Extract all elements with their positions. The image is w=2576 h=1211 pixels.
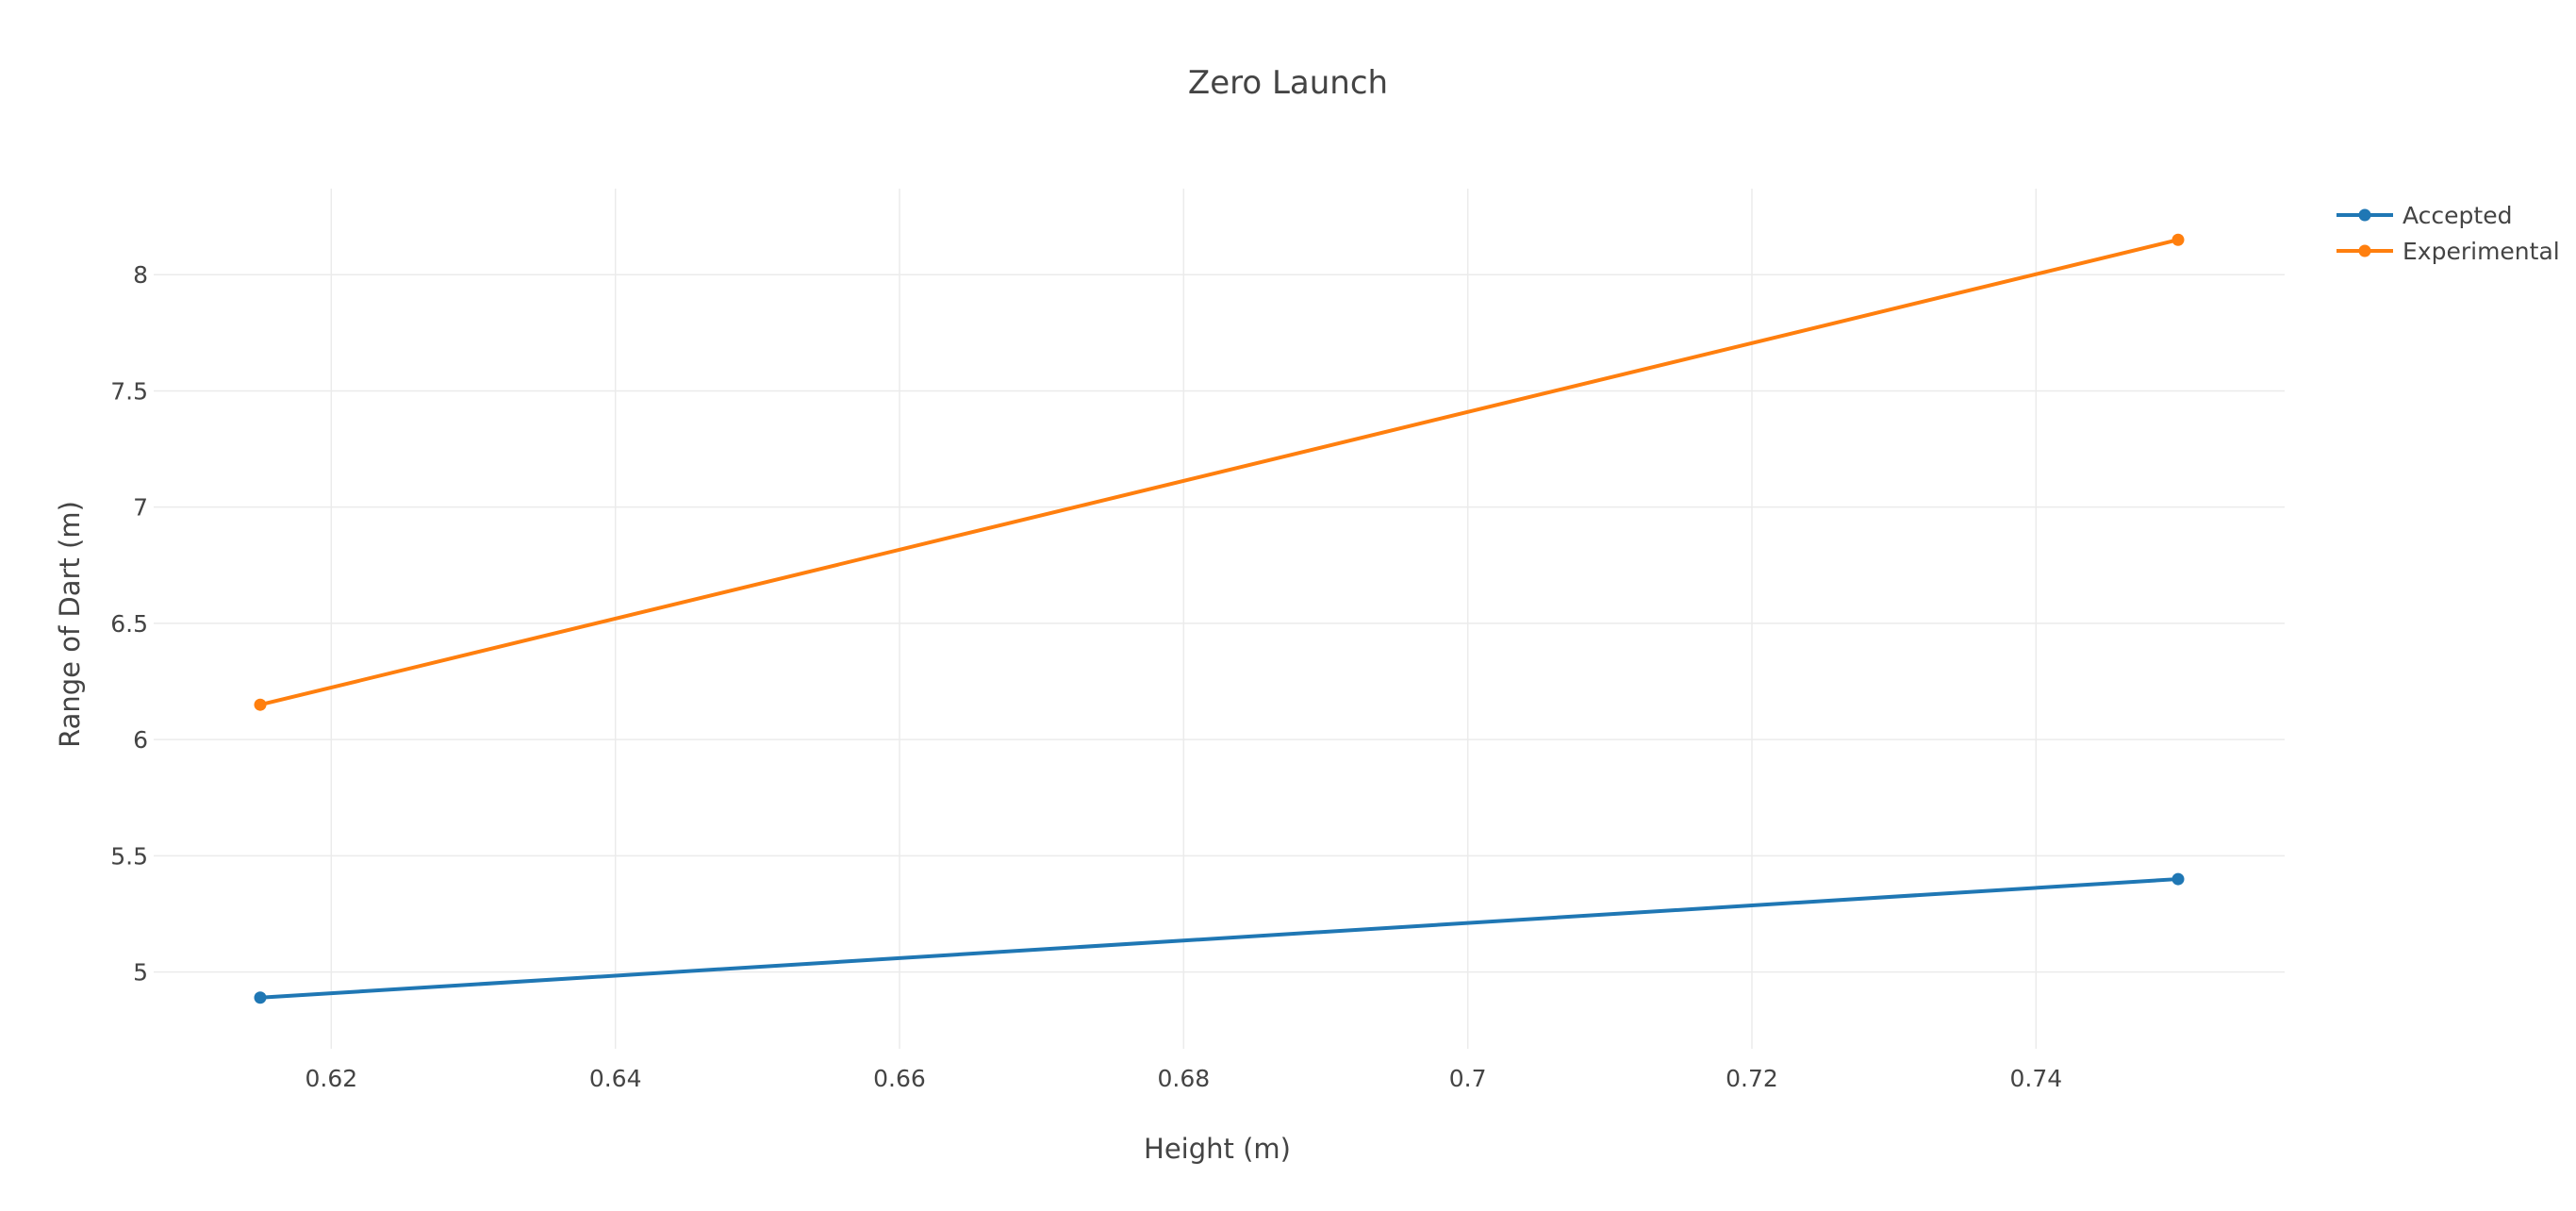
y-axis-title: Range of Dart (m) bbox=[54, 501, 86, 748]
data-point-accepted[interactable] bbox=[2171, 872, 2185, 886]
y-axis-ticks: 5 5.5 6 6.5 7 7.5 8 bbox=[110, 261, 148, 986]
x-axis-ticks: 0.62 0.64 0.66 0.68 0.7 0.72 0.74 bbox=[305, 1065, 2062, 1092]
y-tick-label: 5.5 bbox=[110, 842, 148, 870]
x-axis-title: Height (m) bbox=[1144, 1133, 1291, 1165]
x-gridlines bbox=[330, 189, 2038, 1049]
y-tick-label: 7.5 bbox=[110, 377, 148, 405]
x-tick-label: 0.66 bbox=[873, 1065, 926, 1092]
legend-item-experimental[interactable]: Experimental bbox=[2337, 238, 2560, 265]
data-point-experimental[interactable] bbox=[2171, 233, 2185, 246]
x-tick-label: 0.68 bbox=[1157, 1065, 1210, 1092]
legend-item-accepted[interactable]: Accepted bbox=[2337, 202, 2512, 229]
series-line-experimental bbox=[259, 238, 2179, 707]
y-tick-label: 8 bbox=[133, 261, 148, 289]
series-layer bbox=[254, 233, 2185, 1004]
y-tick-label: 6.5 bbox=[110, 610, 148, 638]
x-tick-label: 0.62 bbox=[305, 1065, 357, 1092]
legend-label: Accepted bbox=[2403, 202, 2512, 229]
x-tick-label: 0.64 bbox=[589, 1065, 642, 1092]
series-accepted bbox=[254, 872, 2185, 1004]
legend[interactable]: Accepted Experimental bbox=[2337, 202, 2560, 265]
chart-title: Zero Launch bbox=[1188, 64, 1388, 102]
legend-label: Experimental bbox=[2403, 238, 2560, 265]
x-tick-label: 0.72 bbox=[1726, 1065, 1778, 1092]
series-experimental bbox=[254, 233, 2185, 711]
y-tick-label: 5 bbox=[133, 959, 148, 987]
legend-swatch-marker bbox=[2358, 244, 2371, 257]
legend-swatch-marker bbox=[2358, 208, 2371, 222]
data-point-experimental[interactable] bbox=[254, 698, 267, 711]
x-tick-label: 0.74 bbox=[2009, 1065, 2062, 1092]
x-tick-label: 0.7 bbox=[1449, 1065, 1487, 1092]
y-tick-label: 7 bbox=[133, 494, 148, 522]
y-tick-label: 6 bbox=[133, 726, 148, 754]
data-point-accepted[interactable] bbox=[254, 991, 267, 1004]
series-line-accepted bbox=[259, 877, 2179, 1000]
y-gridlines bbox=[154, 274, 2285, 973]
